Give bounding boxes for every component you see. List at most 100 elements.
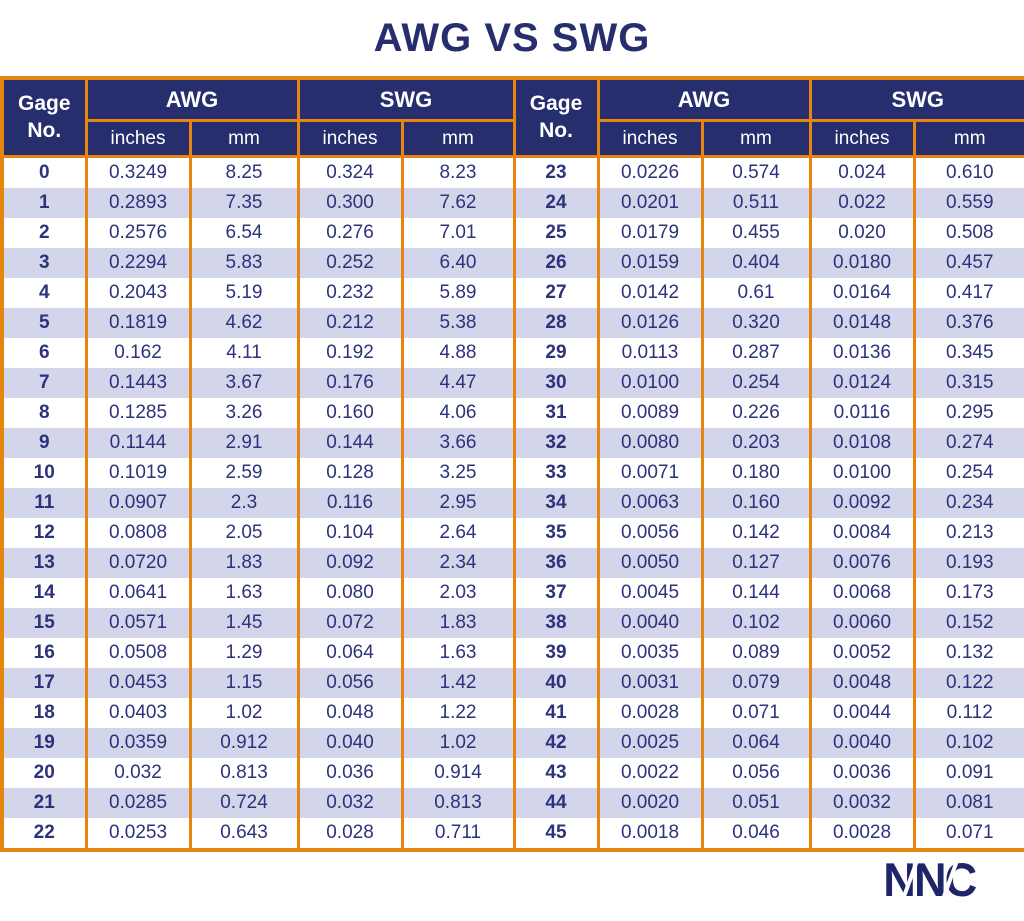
header-awg-inches-right: inches (596, 119, 704, 158)
value-cell: 0.160 (296, 398, 404, 428)
value-cell: 3.67 (188, 368, 300, 398)
gage-number-cell: 6 (0, 338, 88, 368)
header-gage-no-left: Gage No. (0, 76, 88, 158)
table-row: 11 0.0907 2.3 0.116 2.95 34 0.0063 0.160 0.0092 0… (0, 488, 1024, 518)
value-cell: 0.0641 (84, 578, 192, 608)
value-cell: 6.40 (400, 248, 516, 278)
value-cell: 0.0508 (84, 638, 192, 668)
value-cell: 0.0045 (596, 578, 704, 608)
value-cell: 0.0226 (596, 156, 704, 188)
value-cell: 1.22 (400, 698, 516, 728)
value-cell: 0.080 (296, 578, 404, 608)
value-cell: 0.226 (700, 398, 812, 428)
value-cell: 0.0028 (808, 818, 916, 850)
value-cell: 0.160 (700, 488, 812, 518)
gage-number-cell: 23 (512, 156, 600, 188)
value-cell: 1.83 (188, 548, 300, 578)
value-cell: 0.028 (296, 818, 404, 850)
value-cell: 0.056 (700, 758, 812, 788)
table-row: 22 0.0253 0.643 0.028 0.711 45 0.0018 0.046 0.00… (0, 818, 1024, 850)
value-cell: 0.0040 (808, 728, 916, 758)
value-cell: 0.071 (700, 698, 812, 728)
value-cell: 0.0084 (808, 518, 916, 548)
value-cell: 0.0100 (808, 458, 916, 488)
gage-number-cell: 32 (512, 428, 600, 458)
value-cell: 0.0032 (808, 788, 916, 818)
value-cell: 6.54 (188, 218, 300, 248)
value-cell: 0.128 (296, 458, 404, 488)
value-cell: 1.63 (188, 578, 300, 608)
value-cell: 1.63 (400, 638, 516, 668)
value-cell: 0.040 (296, 728, 404, 758)
value-cell: 0.0159 (596, 248, 704, 278)
value-cell: 4.11 (188, 338, 300, 368)
value-cell: 0.127 (700, 548, 812, 578)
value-cell: 0.203 (700, 428, 812, 458)
table-row: 0 0.3249 8.25 0.324 8.23 23 0.0226 0.574 0.024 0.… (0, 156, 1024, 188)
value-cell: 0.212 (296, 308, 404, 338)
value-cell: 2.95 (400, 488, 516, 518)
value-cell: 0.0076 (808, 548, 916, 578)
value-cell: 0.152 (912, 608, 1024, 638)
value-cell: 0.508 (912, 218, 1024, 248)
value-cell: 0.914 (400, 758, 516, 788)
value-cell: 0.0453 (84, 668, 192, 698)
value-cell: 0.234 (912, 488, 1024, 518)
table-row: 15 0.0571 1.45 0.072 1.83 38 0.0040 0.102 0.0060… (0, 608, 1024, 638)
gage-number-cell: 2 (0, 218, 88, 248)
header-swg-inches-right: inches (808, 119, 916, 158)
value-cell: 1.45 (188, 608, 300, 638)
value-cell: 0.048 (296, 698, 404, 728)
table-row: 3 0.2294 5.83 0.252 6.40 26 0.0159 0.404 0.0180 0… (0, 248, 1024, 278)
value-cell: 1.29 (188, 638, 300, 668)
gage-number-cell: 42 (512, 728, 600, 758)
value-cell: 8.25 (188, 156, 300, 188)
value-cell: 0.2043 (84, 278, 192, 308)
value-cell: 0.020 (808, 218, 916, 248)
header-swg-left: SWG (296, 76, 516, 122)
value-cell: 0.0720 (84, 548, 192, 578)
gage-number-cell: 29 (512, 338, 600, 368)
gage-number-cell: 34 (512, 488, 600, 518)
value-cell: 0.0148 (808, 308, 916, 338)
value-cell: 1.02 (400, 728, 516, 758)
value-cell: 0.274 (912, 428, 1024, 458)
table-row: 21 0.0285 0.724 0.032 0.813 44 0.0020 0.051 0.00… (0, 788, 1024, 818)
value-cell: 0.559 (912, 188, 1024, 218)
value-cell: 0.0036 (808, 758, 916, 788)
value-cell: 0.324 (296, 156, 404, 188)
value-cell: 0.046 (700, 818, 812, 850)
value-cell: 0.0201 (596, 188, 704, 218)
value-cell: 1.15 (188, 668, 300, 698)
table-row: 7 0.1443 3.67 0.176 4.47 30 0.0100 0.254 0.0124 0… (0, 368, 1024, 398)
header-swg-inches-left: inches (296, 119, 404, 158)
value-cell: 0.0180 (808, 248, 916, 278)
value-cell: 2.3 (188, 488, 300, 518)
value-cell: 0.092 (296, 548, 404, 578)
value-cell: 0.176 (296, 368, 404, 398)
value-cell: 0.022 (808, 188, 916, 218)
value-cell: 0.116 (296, 488, 404, 518)
gage-number-cell: 33 (512, 458, 600, 488)
gage-number-cell: 44 (512, 788, 600, 818)
value-cell: 0.102 (700, 608, 812, 638)
value-cell: 0.193 (912, 548, 1024, 578)
value-cell: 0.089 (700, 638, 812, 668)
value-cell: 0.0060 (808, 608, 916, 638)
value-cell: 0.0100 (596, 368, 704, 398)
value-cell: 0.295 (912, 398, 1024, 428)
gage-number-cell: 21 (0, 788, 88, 818)
gage-number-cell: 9 (0, 428, 88, 458)
value-cell: 0.0113 (596, 338, 704, 368)
gage-number-cell: 37 (512, 578, 600, 608)
gage-number-cell: 19 (0, 728, 88, 758)
value-cell: 0.3249 (84, 156, 192, 188)
gage-number-cell: 39 (512, 638, 600, 668)
value-cell: 4.06 (400, 398, 516, 428)
value-cell: 0.0031 (596, 668, 704, 698)
value-cell: 0.0907 (84, 488, 192, 518)
value-cell: 0.0044 (808, 698, 916, 728)
value-cell: 2.03 (400, 578, 516, 608)
table-row: 12 0.0808 2.05 0.104 2.64 35 0.0056 0.142 0.0084… (0, 518, 1024, 548)
value-cell: 0.213 (912, 518, 1024, 548)
